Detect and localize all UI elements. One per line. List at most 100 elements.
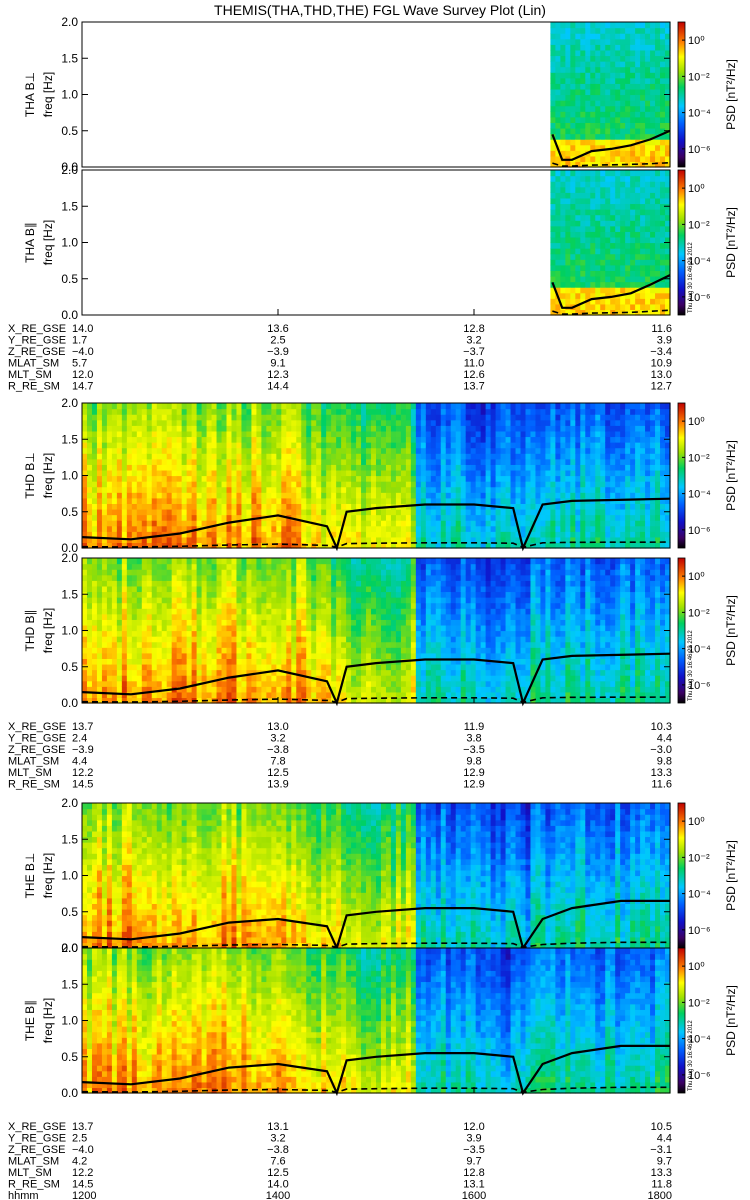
heatmap-cell [635,55,641,62]
heatmap-cell [640,497,646,504]
heatmap-cell [186,436,193,443]
heatmap-cell [560,111,566,118]
heatmap-cell [560,287,566,294]
heatmap-cell [565,447,571,454]
heatmap-cell [221,430,228,438]
heatmap-cell [580,214,586,221]
heatmap-cell [101,558,108,565]
heatmap-cell [605,292,611,299]
heatmap-cell [630,111,636,118]
heatmap-cell [380,486,387,493]
heatmap-cell [460,430,467,438]
heatmap-cell [445,403,452,410]
heatmap-cell [136,658,143,665]
heatmap-cell [131,574,138,581]
heatmap-cell [585,186,591,193]
heatmap-cell [435,464,442,471]
heatmap-cell [126,563,133,570]
heatmap-cell [326,503,332,510]
heatmap-cell [371,436,377,443]
heatmap-cell [146,492,153,499]
heatmap-cell [575,192,581,199]
heatmap-cell [91,497,98,504]
heatmap-cell [540,475,547,482]
heatmap-cell [575,72,581,79]
heatmap-cell [660,253,666,260]
heatmap-cell [82,585,88,593]
heatmap-cell [615,175,621,182]
heatmap-cell [475,469,482,477]
heatmap-cell [480,425,487,432]
heatmap-cell [261,436,267,443]
heatmap-cell [141,492,148,499]
heatmap-cell [131,636,138,643]
heatmap-cell [605,536,611,544]
heatmap-cell [650,531,656,538]
heatmap-cell [565,414,571,421]
heatmap-cell [256,531,262,538]
heatmap-cell [341,531,347,538]
heatmap-cell [256,453,262,460]
heatmap-cell [515,403,522,410]
heatmap-cell [156,624,163,632]
heatmap-cell [136,602,143,609]
heatmap-cell [141,697,148,704]
heatmap-cell [490,542,497,549]
heatmap-cell [151,675,158,682]
heatmap-cell [111,520,118,527]
heatmap-cell [266,453,272,460]
heatmap-cell [221,453,228,460]
heatmap-cell [166,630,173,637]
ephemeris-row-label: MLAT_SM [8,358,59,370]
heatmap-cell [535,425,542,432]
heatmap-cell [400,525,407,532]
heatmap-cell [630,430,636,438]
heatmap-cell [590,419,596,426]
heatmap-cell [316,514,322,521]
heatmap-cell [580,287,586,294]
heatmap-cell [605,303,611,311]
heatmap-cell [116,514,123,521]
heatmap-cell [251,414,257,421]
heatmap-cell [131,458,138,465]
heatmap-cell [650,403,656,410]
heatmap-cell [545,525,551,532]
heatmap-cell [356,508,362,516]
heatmap-cell [301,514,307,521]
heatmap-cell [246,408,253,415]
heatmap-cell [635,458,641,465]
heatmap-cell [550,144,556,151]
heatmap-cell [565,61,571,68]
heatmap-cell [640,492,646,499]
heatmap-cell [366,514,372,521]
heatmap-cell [336,430,342,438]
heatmap-cell [281,525,287,532]
heatmap-cell [356,425,362,432]
heatmap-cell [351,403,357,410]
heatmap-cell [82,608,88,615]
heatmap-cell [560,442,566,449]
heatmap-cell [176,486,183,493]
heatmap-cell [585,139,591,146]
heatmap-cell [385,403,392,410]
heatmap-cell [91,641,98,648]
heatmap-cell [580,88,586,96]
heatmap-cell [346,469,352,477]
heatmap-cell [351,497,357,504]
heatmap-cell [161,469,168,477]
heatmap-cell [620,253,626,260]
heatmap-cell [545,492,551,499]
heatmap-cell [336,436,342,443]
heatmap-cell [141,414,148,421]
heatmap-cell [650,458,656,465]
heatmap-cell [620,33,626,40]
heatmap-cell [151,602,158,609]
heatmap-cell [500,464,507,471]
heatmap-cell [341,425,347,432]
heatmap-cell [575,225,581,232]
heatmap-cell [645,209,651,216]
heatmap-cell [645,414,651,421]
heatmap-cell [316,436,322,443]
heatmap-cell [111,608,118,615]
heatmap-cell [236,531,243,538]
